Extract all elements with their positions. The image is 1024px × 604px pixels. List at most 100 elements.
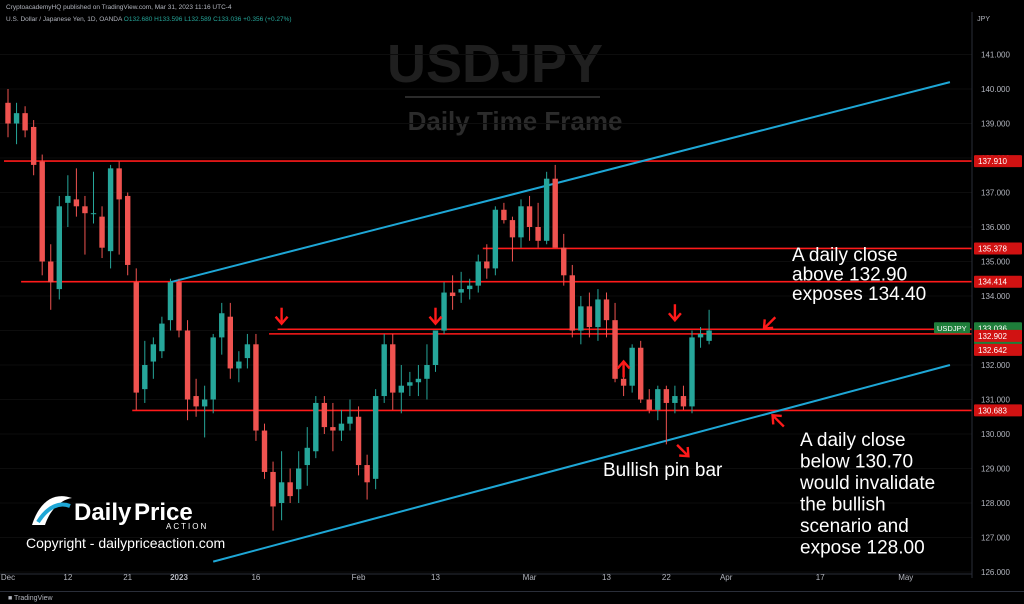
candle-body (99, 216, 105, 248)
annotation-line: Bullish pin bar (603, 460, 723, 481)
candle-body (176, 282, 182, 331)
price-tick-label: 129.000 (981, 465, 1010, 474)
candle-body (244, 344, 251, 359)
time-tick-label: May (898, 573, 913, 582)
candle-body (672, 396, 678, 403)
time-axis[interactable]: Dec 12 21 2023 16 Feb 13 Mar 13 22 Apr 17 May (0, 573, 972, 582)
candle-body (509, 220, 516, 238)
candle-body (518, 206, 524, 238)
candle-body (304, 447, 310, 466)
candle-body (210, 337, 216, 400)
time-tick-label: Feb (352, 573, 366, 582)
candle-body (313, 402, 319, 452)
symbol-ohlc-line: U.S. Dollar / Japanese Yen, 1D, OANDA O1… (6, 16, 292, 23)
level-price-value: 132.642 (978, 346, 1007, 355)
candle-body (39, 161, 45, 262)
candle-body (253, 344, 259, 431)
candle-body (347, 416, 353, 424)
level-price-tag (974, 343, 1022, 356)
channel-lower (212, 364, 951, 563)
price-tags: 137.910135.378134.414133.03605:43:29USDJ… (934, 155, 1022, 417)
price-tick-label: 141.000 (981, 51, 1010, 60)
candle-body (65, 195, 71, 203)
publisher-line: CryptoacademyHQ published on TradingView… (6, 4, 232, 11)
candle-body (90, 213, 97, 215)
price-tick-label: 136.000 (981, 223, 1010, 232)
candle-body (449, 292, 456, 296)
candle-body (526, 206, 533, 227)
candle-body (492, 209, 499, 269)
candle-body (620, 378, 627, 386)
ohlc-change: +0.356 (+0.27%) (243, 16, 292, 23)
time-tick-label: Apr (720, 573, 733, 582)
annotation-line: would invalidate (799, 473, 935, 494)
candle-body (193, 396, 199, 407)
candle-body (184, 330, 191, 400)
price-tick-label: 130.000 (981, 430, 1010, 439)
footer-platform: TradingView (14, 595, 53, 602)
level-price-tag (974, 329, 1022, 342)
level-price-value: 137.910 (978, 157, 1007, 166)
candle-body (116, 168, 122, 200)
arrow-shaft (763, 316, 777, 329)
arrow-head (771, 413, 782, 425)
candle-body (381, 344, 387, 397)
time-tick-label: 13 (602, 573, 611, 582)
candle-body (150, 344, 157, 362)
level-price-value: 134.414 (978, 278, 1007, 287)
candle-body (296, 468, 302, 490)
candle-body (432, 330, 439, 365)
symbol-description: U.S. Dollar / Japanese Yen, 1D, OANDA (6, 16, 122, 23)
candle-body (287, 482, 293, 497)
channel-lines (170, 81, 951, 563)
candle-body (355, 416, 362, 466)
time-tick-label: Mar (523, 573, 537, 582)
candle-body (467, 285, 473, 290)
candle-body (73, 199, 80, 207)
watermark-symbol: USDJPY (387, 34, 603, 94)
level-price-tag (974, 275, 1022, 288)
candle-body (82, 206, 88, 214)
candle-body (372, 396, 379, 479)
candle-body (578, 306, 584, 331)
candle-body (595, 299, 601, 328)
candle-body (236, 361, 242, 369)
dailypriceaction-logo: Daily Price ACTION Copyright - dailypric… (26, 496, 225, 551)
time-tick-label: Dec (1, 573, 15, 582)
candle-body (689, 337, 695, 407)
red-arrow-icon (676, 444, 690, 458)
time-tick-label: 16 (251, 573, 260, 582)
candle-body (56, 206, 62, 290)
arrow-head (428, 315, 443, 326)
last-price-value: 133.036 (978, 324, 1007, 333)
red-arrow-icon (274, 307, 289, 326)
symbol-tag (934, 322, 970, 334)
candle-body (364, 465, 370, 483)
grid (0, 54, 972, 573)
level-price-value: 135.378 (978, 244, 1007, 253)
candle-body (552, 178, 558, 248)
candle-body (569, 275, 575, 331)
price-axis[interactable]: 141.000140.000139.000138.000137.000136.0… (971, 12, 1010, 578)
level-price-tag (974, 155, 1022, 168)
footer-divider (0, 591, 1024, 592)
candle-body (5, 102, 11, 124)
ohlc-close: C133.036 (213, 16, 242, 23)
ohlc-high: H133.596 (154, 16, 183, 23)
annotation-arrows (274, 304, 785, 458)
arrow-head (616, 359, 631, 370)
candle-body (646, 399, 652, 410)
candle-body (706, 330, 712, 341)
candle-body (586, 306, 593, 328)
price-tick-label: 135.000 (981, 258, 1010, 267)
candle-body (680, 396, 687, 407)
candle-body (107, 168, 114, 252)
price-tick-label: 131.000 (981, 396, 1010, 405)
annotation-line: expose 128.00 (800, 538, 925, 559)
candle-body (415, 378, 422, 383)
annotation-line: the bullish (800, 495, 886, 516)
red-arrow-icon (428, 307, 443, 326)
candle-body (13, 113, 20, 124)
candle-body (535, 227, 541, 241)
